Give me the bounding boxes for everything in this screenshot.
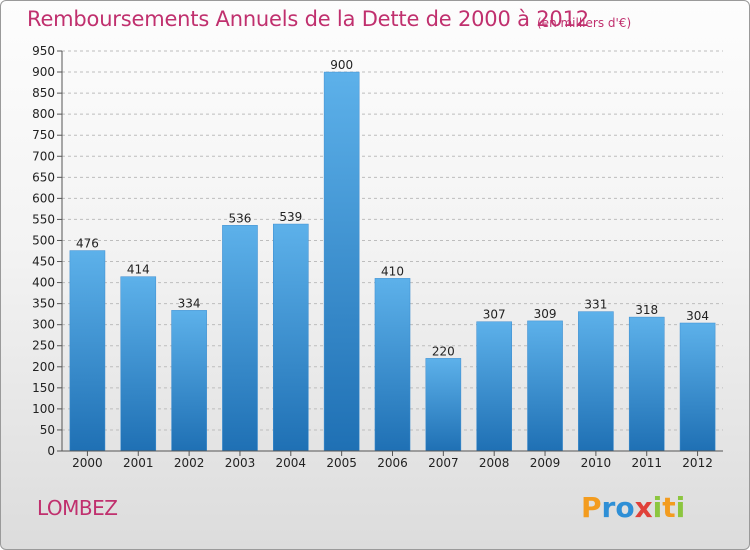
data-label: 304 — [686, 309, 709, 323]
y-tick-label: 400 — [32, 276, 55, 290]
y-tick-label: 600 — [32, 191, 55, 205]
y-tick-label: 100 — [32, 402, 55, 416]
data-label: 476 — [76, 237, 99, 251]
bar-2006 — [374, 278, 411, 452]
x-tick-label: 2010 — [581, 456, 612, 470]
y-tick-label: 550 — [32, 212, 55, 226]
bar-2004 — [273, 223, 309, 452]
x-tick-label: 2003 — [225, 456, 256, 470]
data-label: 309 — [534, 307, 557, 321]
x-tick-label: 2004 — [276, 456, 307, 470]
x-tick-label: 2011 — [631, 456, 662, 470]
x-tick-label: 2008 — [479, 456, 510, 470]
data-label: 307 — [483, 308, 506, 322]
bar-2001 — [120, 276, 157, 452]
data-label: 334 — [178, 296, 201, 310]
y-tick-label: 150 — [32, 381, 55, 395]
data-label: 318 — [635, 303, 658, 317]
chart-title: Remboursements Annuels de la Dette de 20… — [27, 7, 589, 31]
bar-2009 — [527, 320, 563, 452]
bar-2000 — [69, 250, 106, 452]
y-tick-label: 450 — [32, 255, 55, 269]
y-tick-label: 500 — [32, 233, 55, 247]
y-axis: 0 50 100 150 200 250 300 350 400 450 500 550 600 650 7… — [32, 44, 63, 458]
x-tick-label: 2001 — [123, 456, 154, 470]
x-axis: 2000 2001 2002 2003 2004 2005 2006 2007 2008 2009… — [62, 450, 723, 470]
bar-2002 — [171, 310, 207, 452]
y-tick-label: 300 — [32, 318, 55, 332]
svg-text:Proxiti: Proxiti — [581, 491, 685, 524]
data-label: 220 — [432, 344, 455, 358]
bar-2011 — [628, 316, 665, 452]
bar-2008 — [476, 321, 512, 452]
data-label: 410 — [381, 264, 404, 278]
y-tick-label: 750 — [32, 128, 55, 142]
y-tick-label: 0 — [47, 444, 55, 458]
bar-2010 — [578, 311, 614, 452]
data-label: 536 — [229, 211, 252, 225]
y-tick-label: 200 — [32, 360, 55, 374]
bar-2012 — [679, 322, 716, 452]
bar-2003 — [222, 225, 258, 452]
x-tick-label: 2005 — [326, 456, 357, 470]
x-tick-label: 2000 — [72, 456, 103, 470]
data-label: 539 — [279, 210, 302, 224]
bar-2007 — [425, 358, 462, 452]
chart-unit: (en milliers d'€) — [537, 16, 632, 30]
data-label: 414 — [127, 263, 150, 277]
y-tick-label: 50 — [40, 423, 55, 437]
x-tick-label: 2012 — [682, 456, 713, 470]
y-tick-label: 650 — [32, 170, 55, 184]
commune-name: LOMBEZ — [37, 496, 118, 520]
y-tick-label: 800 — [32, 107, 55, 121]
data-label: 900 — [330, 58, 353, 72]
y-tick-label: 850 — [32, 86, 55, 100]
y-tick-label: 350 — [32, 297, 55, 311]
data-label: 331 — [584, 298, 607, 312]
y-tick-label: 950 — [32, 44, 55, 58]
x-tick-label: 2007 — [428, 456, 459, 470]
bars: 476 414 334 536 539 900 410 220 307 309 331 318 304 — [69, 58, 716, 452]
x-tick-label: 2002 — [174, 456, 205, 470]
y-tick-label: 700 — [32, 149, 55, 163]
x-tick-label: 2006 — [377, 456, 408, 470]
x-tick-label: 2009 — [530, 456, 561, 470]
y-tick-label: 900 — [32, 65, 55, 79]
bar-2005 — [323, 71, 360, 452]
proxiti-logo[interactable]: Proxiti — [579, 489, 691, 525]
y-tick-label: 250 — [32, 339, 55, 353]
